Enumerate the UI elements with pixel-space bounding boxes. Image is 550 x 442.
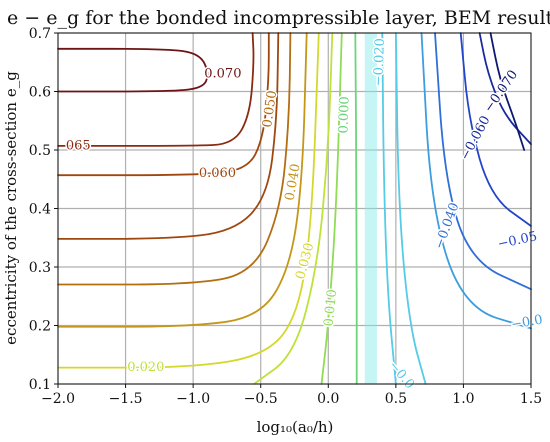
contour-label: −0.0 — [510, 312, 544, 332]
y-tick-label: 0.6 — [29, 85, 51, 101]
y-tick-label: 0.3 — [29, 260, 51, 276]
contour-label: 0.000 — [336, 96, 352, 134]
contour-line — [354, 32, 358, 385]
contour-line — [57, 32, 308, 328]
contour-line — [381, 32, 397, 385]
contour-line — [253, 32, 334, 385]
contour-line — [478, 32, 532, 145]
contour-label: 0.060 — [199, 166, 236, 181]
contour-label: 0.010 — [322, 289, 341, 328]
contour-label: 065 — [66, 138, 91, 153]
x-tick-label: −1.5 — [109, 391, 143, 407]
x-tick-label: 1.0 — [452, 391, 474, 407]
contour-label: 0.050 — [260, 90, 280, 129]
contour-label: −0.05 — [496, 229, 538, 252]
contour-line — [434, 32, 532, 291]
x-tick-label: 0.0 — [317, 391, 339, 407]
y-tick-label: 0.7 — [29, 26, 51, 42]
contour-label: 0.020 — [127, 360, 164, 375]
tick-layer: −2.0 −1.5 −1.0 −0.5 0.0 0.5 1.0 1.5 0.1 0.2 0.3 0.4… — [29, 26, 542, 407]
y-tick-label: 0.1 — [29, 377, 51, 393]
contour-line — [57, 32, 280, 240]
band-layer — [364, 33, 377, 384]
y-tick-label: 0.4 — [29, 202, 51, 218]
contour-label: 0.040 — [283, 163, 304, 202]
contour-line — [420, 32, 532, 330]
contour-label: −0.0 — [385, 358, 417, 392]
x-tick-label: 1.5 — [520, 391, 542, 407]
x-tick-label: 0.5 — [385, 391, 407, 407]
contour-layer — [57, 32, 532, 385]
x-tick-label: −2.0 — [41, 391, 75, 407]
contour-label: −0.020 — [371, 38, 388, 87]
contour-line — [320, 32, 343, 385]
contour-line — [395, 32, 427, 385]
chart-title: e − e_g for the bonded incompressible la… — [7, 7, 550, 29]
contour-line — [57, 47, 209, 93]
y-axis-label: eccentricity of the cross-section e_g — [2, 71, 20, 345]
y-tick-label: 0.5 — [29, 143, 51, 159]
x-axis-label: log₁₀(a₀/h) — [257, 418, 334, 436]
grid-layer — [57, 32, 532, 385]
contour-line — [57, 32, 292, 286]
contour-line — [57, 32, 320, 369]
y-tick-label: 0.2 — [29, 319, 51, 335]
x-tick-label: −0.5 — [244, 391, 278, 407]
contour-line — [57, 32, 270, 177]
near-zero-band — [364, 33, 377, 384]
contour-line — [489, 32, 526, 151]
x-tick-label: −1.0 — [176, 391, 210, 407]
contour-line — [57, 32, 255, 147]
contour-label: 0.070 — [204, 66, 241, 81]
contour-line — [459, 32, 532, 227]
